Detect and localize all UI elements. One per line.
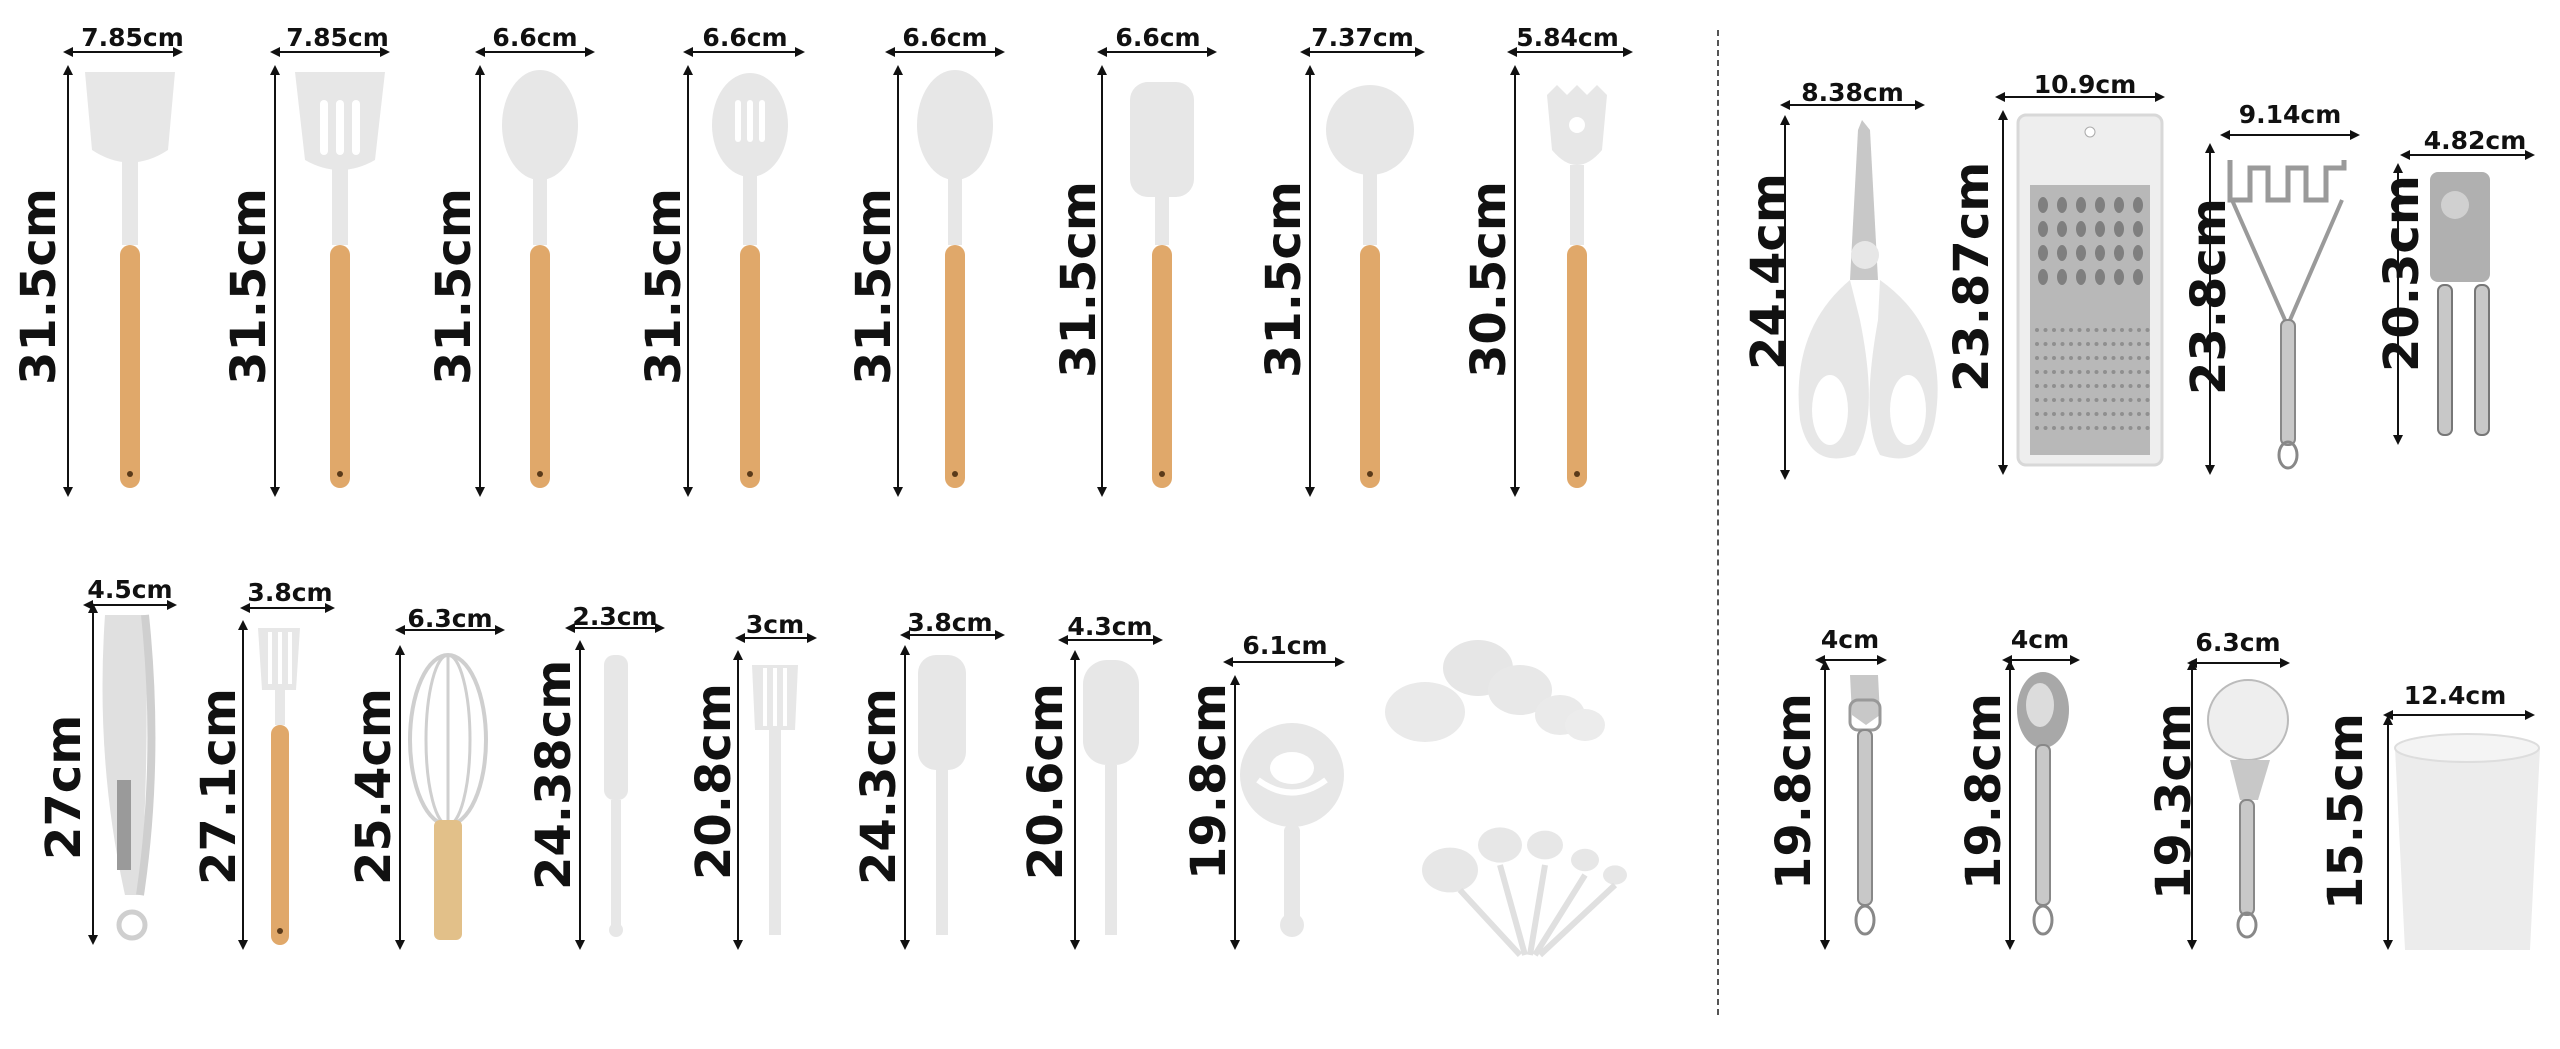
width-label: 12.4cm (2403, 681, 2507, 710)
can-opener-icon (2430, 172, 2490, 436)
utensil-holder-icon (2394, 733, 2540, 950)
height-label: 24.4cm (1741, 173, 1797, 370)
height-label: 19.3cm (2146, 703, 2202, 900)
spoon-icon (502, 70, 578, 488)
slotted-turner-icon (85, 72, 175, 488)
width-label: 5.84cm (1516, 23, 1619, 52)
height-label: 23.87cm (1944, 161, 2000, 392)
height-label: 24.38cm (526, 659, 582, 890)
slotted-spatula-icon (295, 72, 385, 488)
width-label: 6.6cm (902, 23, 988, 52)
bottle-opener-icon (1848, 675, 1882, 936)
width-label: 7.85cm (286, 23, 389, 52)
pasta-server-icon (1547, 85, 1607, 488)
ladle-icon (1326, 85, 1414, 488)
width-label: 6.6cm (492, 23, 578, 52)
width-label: 4.3cm (1067, 612, 1153, 641)
width-label: 4cm (1820, 625, 1880, 654)
height-label: 31.5cm (1051, 181, 1107, 378)
height-label: 30.5cm (1461, 181, 1517, 378)
width-label: 3cm (745, 610, 805, 639)
narrow-spatula-icon (604, 655, 628, 937)
kitchen-scissors-icon (1798, 120, 1938, 459)
height-label: 19.8cm (1181, 683, 1237, 880)
whisk-icon (408, 653, 488, 940)
width-label: 3.8cm (907, 608, 993, 637)
width-label: 6.1cm (1242, 631, 1328, 660)
height-label: 15.5cm (2318, 713, 2374, 910)
spoon-spatula-icon (917, 70, 993, 488)
width-label: 2.3cm (572, 602, 658, 631)
width-label: 4.5cm (87, 575, 173, 604)
grater-icon (2016, 113, 2164, 467)
width-label: 6.3cm (407, 604, 493, 633)
height-label: 20.3cm (2374, 175, 2430, 372)
height-label: 25.4cm (346, 688, 402, 885)
basting-brush-icon (258, 628, 300, 945)
width-label: 7.85cm (81, 23, 184, 52)
width-label: 6.6cm (1115, 23, 1201, 52)
width-label: 3.8cm (247, 578, 333, 607)
tongs-icon (102, 614, 156, 941)
section-divider (1717, 30, 1719, 1015)
height-label: 20.8cm (686, 683, 742, 880)
height-label: 23.8cm (2181, 198, 2237, 395)
width-label: 4cm (2010, 625, 2070, 654)
width-label: 6.3cm (2195, 628, 2281, 657)
slotted-spoon-icon (712, 73, 788, 488)
height-label: 19.8cm (1766, 693, 1822, 890)
height-label: 27.1cm (191, 688, 247, 885)
potato-masher-icon (2227, 160, 2347, 470)
width-label: 6.6cm (702, 23, 788, 52)
pastry-brush-icon (752, 665, 798, 935)
small-spatula-icon (918, 655, 966, 935)
height-label: 31.5cm (636, 188, 692, 385)
height-label: 31.5cm (11, 188, 67, 385)
height-label: 27cm (36, 714, 92, 860)
measuring-spoons-icon (1422, 827, 1627, 958)
spatula-icon (1130, 82, 1194, 488)
pizza-cutter-icon (2207, 679, 2289, 939)
ice-cream-scoop-icon (2017, 672, 2069, 936)
mini-spatula-icon (1083, 660, 1139, 935)
height-label: 31.5cm (426, 188, 482, 385)
width-label: 4.82cm (2423, 126, 2527, 155)
width-label: 7.37cm (1311, 23, 1414, 52)
height-label: 19.8cm (1956, 693, 2012, 890)
height-label: 31.5cm (221, 188, 277, 385)
width-label: 9.14cm (2238, 100, 2342, 129)
width-label: 10.9cm (2033, 70, 2137, 99)
egg-separator-icon (1240, 723, 1344, 937)
width-label: 8.38cm (1801, 78, 1904, 107)
height-label: 31.5cm (1256, 181, 1312, 378)
height-label: 31.5cm (846, 188, 902, 385)
height-label: 24.3cm (851, 688, 907, 885)
height-label: 20.6cm (1018, 683, 1074, 880)
measuring-cups-icon (1385, 640, 1605, 742)
